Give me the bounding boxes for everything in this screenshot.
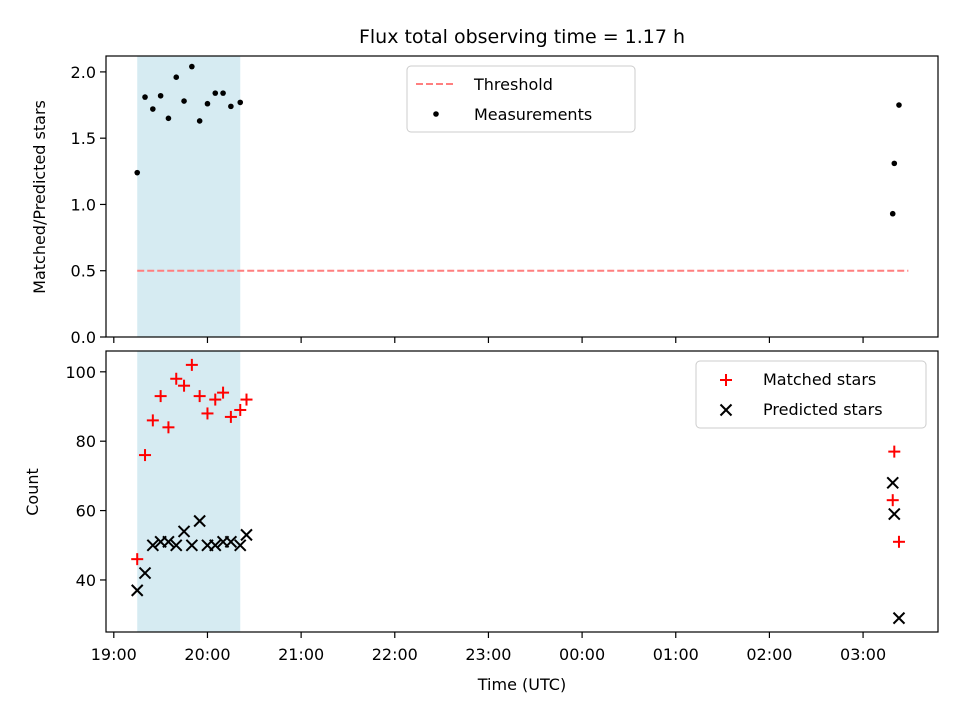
x-tick-label: 00:00 xyxy=(559,645,605,664)
matched-star-point xyxy=(170,372,183,385)
x-tick-label: 01:00 xyxy=(653,645,699,664)
predicted-star-point xyxy=(886,476,899,490)
matched-star-point xyxy=(234,403,247,416)
predicted-star-point xyxy=(162,535,175,549)
matched-star-point xyxy=(146,414,159,427)
legend-predicted-label: Predicted stars xyxy=(763,400,883,419)
matched-star-point xyxy=(131,553,144,566)
matched-star-point xyxy=(217,386,230,399)
plot-frame xyxy=(105,350,939,633)
predicted-star-point xyxy=(146,539,160,552)
measurement-point xyxy=(204,100,211,107)
predicted-star-point xyxy=(193,514,206,528)
measurement-point xyxy=(150,106,156,112)
predicted-star-point xyxy=(131,584,144,597)
predicted-star-point xyxy=(234,539,247,552)
measurement-point xyxy=(891,160,898,167)
x-tick-label: 03:00 xyxy=(840,645,886,664)
measurement-point xyxy=(220,90,226,96)
measurement-point xyxy=(212,90,219,96)
x-tick-label: 21:00 xyxy=(278,645,324,664)
legend-measurement-label: Measurements xyxy=(474,105,592,124)
predicted-star-point xyxy=(892,611,906,625)
matched-star-point xyxy=(162,421,175,434)
x-tick-label: 20:00 xyxy=(184,645,230,664)
measurement-point xyxy=(196,118,203,124)
matched-star-point xyxy=(154,390,167,403)
matched-star-point xyxy=(892,535,905,548)
y-tick-label: 80 xyxy=(76,432,96,451)
measurement-point xyxy=(165,115,172,122)
y-tick-label: 0.0 xyxy=(71,328,96,347)
matched-star-point xyxy=(888,445,901,458)
ratio-panel: 0.0 0.5 1.0 1.5 2.0 Threshold Measurements xyxy=(71,55,939,347)
y-tick-label: 100 xyxy=(65,363,96,382)
measurement-point xyxy=(896,102,902,108)
measurement-point xyxy=(237,99,244,106)
measurement-point xyxy=(889,210,896,217)
x-axis-label: Time (UTC) xyxy=(477,675,566,694)
legend-box xyxy=(695,360,927,429)
matched-star-point xyxy=(185,358,198,371)
predicted-star-point xyxy=(240,528,253,542)
measurement-point xyxy=(228,103,234,110)
predicted-star-point xyxy=(177,525,191,538)
measurement-point xyxy=(181,98,187,104)
predicted-star-point xyxy=(209,539,222,552)
measurement-point xyxy=(142,94,148,100)
x-tick-label: 02:00 xyxy=(746,645,792,664)
y-tick-label: 1.5 xyxy=(71,129,96,148)
y-tick-label: 1.0 xyxy=(71,195,96,214)
count-panel: 40 60 80 100 19:00 20:00 21:00 22:00 23:00 00:00 0… xyxy=(65,350,939,664)
y-tick-label: 40 xyxy=(76,571,96,590)
measurement-point xyxy=(173,74,180,81)
legend: Threshold Measurements xyxy=(406,65,636,133)
bottom-y-axis-label: Count xyxy=(23,468,42,516)
measurement-point xyxy=(157,92,164,99)
predicted-star-point xyxy=(138,566,152,580)
matched-star-point xyxy=(178,379,191,392)
x-tick-label: 22:00 xyxy=(372,645,418,664)
measurement-point xyxy=(189,63,195,70)
legend-predicted-swatch xyxy=(719,403,733,417)
top-y-axis-label: Matched/Predicted stars xyxy=(30,100,49,294)
y-tick-label: 2.0 xyxy=(71,63,96,82)
legend-matched-label: Matched stars xyxy=(763,370,876,389)
observing-span xyxy=(137,56,241,337)
predicted-star-point xyxy=(224,535,238,549)
predicted-star-point xyxy=(170,539,183,552)
matched-star-point xyxy=(886,494,899,507)
y-tick-label: 0.5 xyxy=(71,262,96,281)
legend: Matched stars Predicted stars xyxy=(695,360,927,429)
legend-measurement-swatch xyxy=(433,111,439,117)
matched-star-point xyxy=(224,410,237,423)
matched-star-point xyxy=(240,393,253,406)
x-tick-label: 23:00 xyxy=(465,645,511,664)
matched-star-point xyxy=(209,393,222,406)
measurement-point xyxy=(134,169,141,176)
matched-star-point xyxy=(193,390,206,403)
plot-frame xyxy=(105,55,939,338)
matched-star-point xyxy=(139,449,152,462)
legend-box xyxy=(406,65,636,133)
predicted-star-point xyxy=(185,539,199,552)
legend-threshold-label: Threshold xyxy=(473,75,553,94)
predicted-star-point xyxy=(888,507,901,521)
matched-star-point xyxy=(201,407,214,420)
x-tick-label: 19:00 xyxy=(91,645,137,664)
chart-title: Flux total observing time = 1.17 h xyxy=(359,26,685,48)
y-tick-label: 60 xyxy=(76,502,96,521)
